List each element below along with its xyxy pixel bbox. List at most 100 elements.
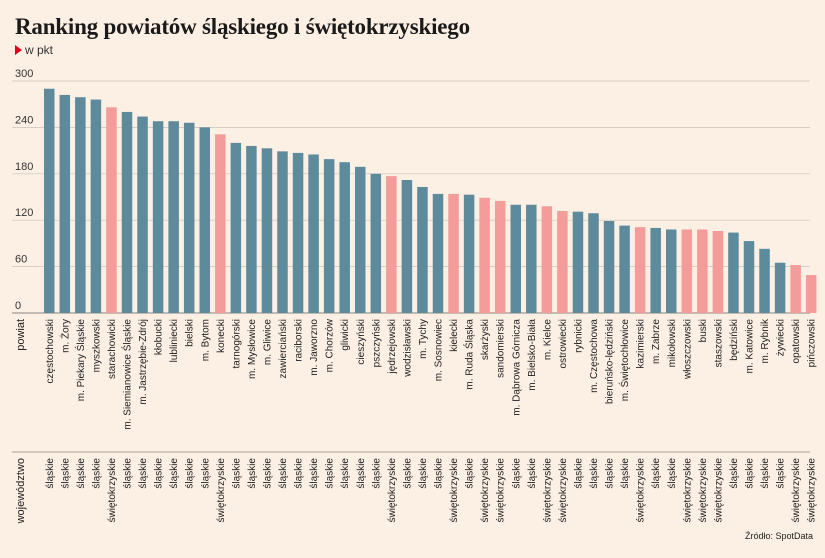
category-label: będziński — [729, 319, 740, 361]
bar-28 — [463, 194, 475, 313]
category-label: jędrzejowski — [387, 319, 398, 374]
category-label: staszowski — [713, 319, 724, 367]
voivodeship-label: świętokrzyskie — [496, 458, 507, 523]
y-tick-label: 240 — [15, 114, 33, 126]
y-tick-label: 120 — [15, 207, 33, 219]
bar-9 — [168, 121, 179, 313]
bar-37 — [603, 220, 615, 313]
voivodeship-label: śląskie — [169, 458, 180, 489]
bar-43 — [697, 229, 708, 313]
category-label: myszkowski — [91, 319, 102, 372]
voivodeship-label: śląskie — [325, 458, 336, 489]
bar-5 — [106, 107, 117, 313]
voivodeship-label: śląskie — [45, 458, 56, 489]
voivodeship-label: świętokrzyskie — [698, 458, 709, 523]
voivodeship-label: śląskie — [123, 458, 134, 489]
voivodeship-label: śląskie — [511, 458, 522, 489]
category-label: m. Tychy — [418, 319, 429, 359]
bar-18 — [308, 154, 319, 313]
bar-1 — [44, 88, 55, 313]
bar-24 — [401, 179, 413, 313]
category-label: konecki — [216, 319, 227, 353]
voivodeship-label: śląskie — [278, 458, 289, 489]
category-label: włoszczowski — [682, 319, 693, 380]
voivodeship-label: świętokrzyskie — [558, 458, 569, 523]
voivodeship-label: świętokrzyskie — [682, 458, 693, 523]
voivodeship-label: śląskie — [651, 458, 662, 489]
bar-26 — [432, 193, 444, 313]
voivodeship-label: śląskie — [465, 458, 476, 489]
category-label: m. Chorzów — [325, 318, 336, 372]
category-label: m. Katowice — [745, 319, 756, 374]
bar-20 — [339, 162, 350, 313]
category-label: raciborski — [294, 319, 305, 362]
y-axis-ticks: 0 60 120 180 240 300 — [15, 68, 33, 312]
category-label: zawierciański — [278, 319, 289, 378]
bar-7 — [137, 116, 148, 313]
category-label: pszczyński — [371, 319, 382, 367]
bar-38 — [619, 225, 630, 313]
bar-10 — [183, 122, 195, 313]
bar-50 — [805, 275, 817, 313]
voivodeship-label: śląskie — [231, 458, 242, 489]
bars — [44, 88, 817, 314]
category-label: m. Świętochłowice — [618, 319, 631, 402]
voivodeship-label: śląskie — [91, 458, 102, 489]
voivodeship-label: śląskie — [605, 458, 616, 489]
category-label: m. Dąbrowa Górnicza — [511, 319, 522, 416]
voivodeship-label: śląskie — [729, 458, 740, 489]
voivodeship-label: świętokrzyskie — [713, 458, 724, 523]
voivodeship-label: świętokrzyskie — [387, 458, 398, 523]
category-label: starachowicki — [107, 319, 118, 379]
bar-47 — [759, 248, 770, 313]
bar-40 — [650, 227, 661, 313]
voivodeship-label: świętokrzyskie — [636, 458, 647, 523]
voivodeship-label: śląskie — [434, 458, 445, 489]
bar-22 — [370, 173, 382, 313]
voivodeship-label: śląskie — [776, 458, 787, 489]
bar-25 — [417, 186, 428, 313]
voivodeship-label: świętokrzyskie — [107, 458, 118, 523]
voivodeship-label: świętokrzyskie — [807, 458, 818, 523]
voivodeship-label: śląskie — [402, 458, 413, 489]
category-label: m. Żory — [58, 319, 71, 353]
voivodeship-label: świętokrzyskie — [480, 458, 491, 523]
category-label: mikołowski — [667, 319, 678, 367]
category-label: m. Zabrze — [651, 319, 662, 364]
category-label: m. Sosnowiec — [434, 319, 445, 381]
category-label: częstochowski — [45, 319, 56, 383]
unit-row: w pkt — [15, 43, 53, 57]
voivodeship-label: świętokrzyskie — [216, 458, 227, 523]
category-label: m. Jastrzębie-Zdrój — [138, 319, 149, 405]
category-label: m. Bielsko-Biała — [527, 319, 538, 391]
bar-45 — [728, 232, 739, 313]
voivodeship-label: śląskie — [309, 458, 320, 489]
category-label: rybnicki — [573, 319, 584, 353]
category-label: bieruńsko-lędziński — [605, 319, 616, 404]
voivodeship-label: śląskie — [620, 458, 631, 489]
voivodeship-label: śląskie — [76, 458, 87, 489]
bar-27 — [448, 193, 459, 313]
bar-14 — [246, 145, 257, 313]
y-tick-label: 180 — [15, 161, 33, 173]
bar-30 — [494, 200, 506, 313]
voivodeship-label: śląskie — [60, 458, 71, 489]
bar-12 — [215, 134, 226, 313]
bar-16 — [277, 151, 288, 313]
voivodeship-label: śląskie — [138, 458, 149, 489]
bar-35 — [572, 211, 584, 313]
voivodeship-label: śląskie — [356, 458, 367, 489]
category-label: lubliniecki — [169, 319, 180, 362]
category-label: m. Piekary Śląskie — [74, 319, 87, 402]
bar-39 — [634, 227, 646, 313]
voivodeship-label: śląskie — [760, 458, 771, 489]
y-tick-label: 60 — [15, 254, 27, 266]
category-label: skarżyski — [480, 319, 491, 360]
category-label: cieszyński — [356, 319, 367, 365]
row-label-powiat: powiat — [15, 319, 27, 351]
category-label: bielski — [185, 319, 196, 347]
bar-8 — [152, 121, 164, 313]
bar-6 — [121, 111, 133, 313]
bar-34 — [557, 210, 568, 313]
